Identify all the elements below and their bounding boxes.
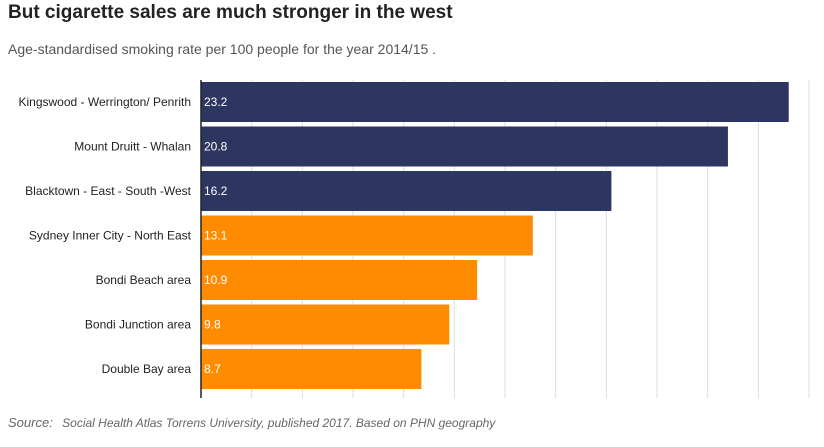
bar — [201, 171, 612, 211]
data-label: 20.8 — [204, 140, 228, 154]
bar — [201, 126, 728, 167]
bar — [201, 304, 450, 345]
category-label: Sydney Inner City - North East — [29, 229, 192, 243]
category-label: Double Bay area — [102, 362, 192, 376]
source-label: Source: — [8, 415, 53, 430]
bar — [201, 82, 789, 122]
bar — [201, 215, 533, 256]
bar — [201, 349, 422, 389]
source-text: Social Health Atlas Torrens University, … — [62, 416, 496, 430]
category-label: Mount Druitt - Whalan — [74, 140, 191, 154]
data-label: 16.2 — [204, 184, 228, 198]
source-note: Source: Social Health Atlas Torrens Univ… — [8, 415, 495, 430]
data-label: 10.9 — [204, 273, 228, 287]
bar — [201, 260, 478, 300]
data-label: 8.7 — [204, 362, 221, 376]
chart-subtitle: Age-standardised smoking rate per 100 pe… — [8, 41, 437, 57]
data-label: 23.2 — [204, 95, 228, 109]
data-label: 13.1 — [204, 229, 228, 243]
category-label: Bondi Junction area — [85, 318, 191, 332]
category-label: Kingswood - Werrington/ Penrith — [18, 95, 191, 109]
category-label: Bondi Beach area — [96, 273, 192, 287]
data-label: 9.8 — [204, 318, 221, 332]
category-label: Blacktown - East - South -West — [25, 184, 192, 198]
chart-title: But cigarette sales are much stronger in… — [8, 2, 453, 23]
